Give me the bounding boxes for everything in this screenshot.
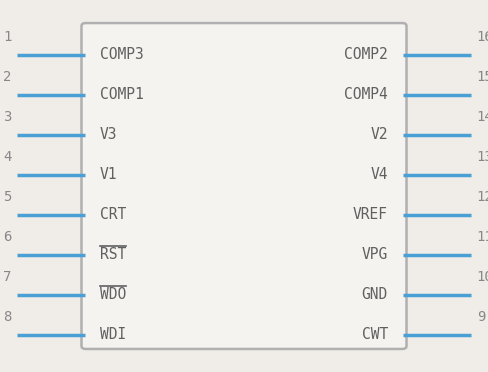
Text: V2: V2 [370, 127, 388, 142]
Text: 1: 1 [3, 30, 11, 44]
Text: 8: 8 [3, 310, 11, 324]
Text: 4: 4 [3, 150, 11, 164]
Text: V1: V1 [100, 167, 118, 182]
Text: WDO: WDO [100, 287, 126, 302]
Text: 7: 7 [3, 270, 11, 284]
Text: 6: 6 [3, 230, 11, 244]
Text: 5: 5 [3, 190, 11, 204]
Text: GND: GND [362, 287, 388, 302]
Text: COMP1: COMP1 [100, 87, 144, 102]
Text: 13: 13 [477, 150, 488, 164]
Text: CRT: CRT [100, 207, 126, 222]
Text: 3: 3 [3, 110, 11, 124]
Text: 9: 9 [477, 310, 485, 324]
Text: COMP4: COMP4 [344, 87, 388, 102]
Text: WDI: WDI [100, 327, 126, 342]
Text: VREF: VREF [353, 207, 388, 222]
Text: CWT: CWT [362, 327, 388, 342]
Text: COMP2: COMP2 [344, 47, 388, 62]
Text: 12: 12 [477, 190, 488, 204]
Text: V4: V4 [370, 167, 388, 182]
Text: VPG: VPG [362, 247, 388, 262]
Text: 14: 14 [477, 110, 488, 124]
Text: 16: 16 [477, 30, 488, 44]
Text: 2: 2 [3, 70, 11, 84]
Text: V3: V3 [100, 127, 118, 142]
Text: RST: RST [100, 247, 126, 262]
Text: 15: 15 [477, 70, 488, 84]
Text: 11: 11 [477, 230, 488, 244]
Text: 10: 10 [477, 270, 488, 284]
Text: COMP3: COMP3 [100, 47, 144, 62]
FancyBboxPatch shape [81, 23, 407, 349]
